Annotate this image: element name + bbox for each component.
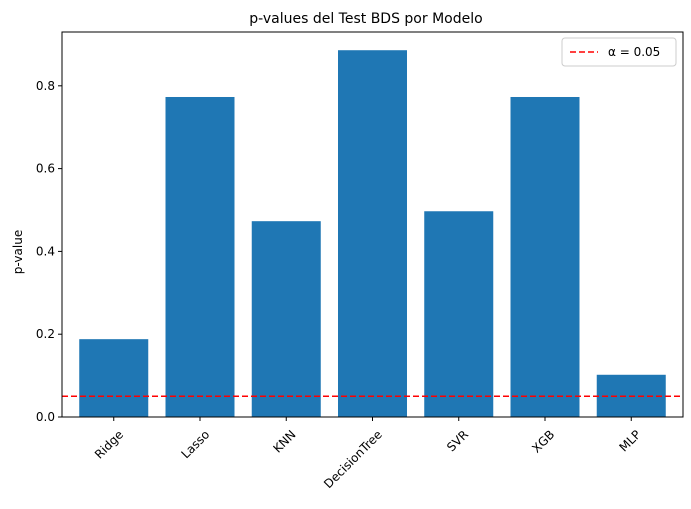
bar-knn [251, 221, 321, 417]
bar-xgb [510, 96, 580, 417]
bar-decisiontree [338, 50, 407, 417]
bar-lasso [165, 96, 235, 417]
y-axis-label: p-value [11, 230, 25, 274]
legend-label: α = 0.05 [608, 45, 660, 59]
legend: α = 0.05 [561, 37, 677, 67]
y-tick-label: 0.2 [36, 327, 55, 341]
y-tick-label: 0.6 [36, 162, 55, 176]
y-ticks-group: 0.0 0.2 0.4 0.6 0.8 [36, 79, 62, 424]
legend-box [561, 37, 677, 67]
y-tick-label: 0.4 [36, 244, 55, 258]
y-tick-label: 0.0 [36, 410, 55, 424]
plot-frame [61, 31, 684, 418]
y-tick-label: 0.8 [36, 79, 55, 93]
bar-svr [424, 211, 494, 417]
bar-ridge [79, 339, 149, 417]
chart-title: p-values del Test BDS por Modelo [249, 11, 482, 27]
bars-group [79, 50, 666, 417]
